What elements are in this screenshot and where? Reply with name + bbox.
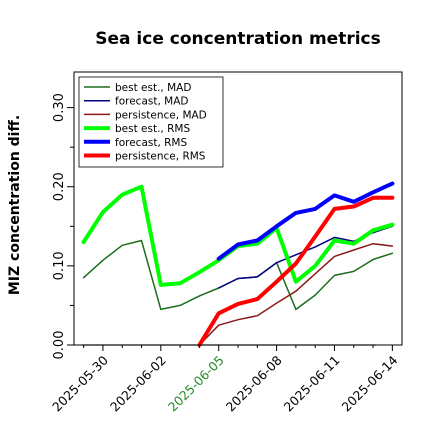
legend-label-1: best est., MAD (115, 82, 191, 94)
series-line-5 (216, 181, 395, 261)
y-tick-label-1: 0.00 (52, 331, 67, 360)
x-tick-label-5: 2025-06-11 (281, 353, 343, 415)
x-tick-label-3: 2025-06-05 (165, 353, 227, 415)
plot-area (81, 181, 395, 347)
legend-label-6: persistence, RMS (115, 151, 206, 163)
x-tick-label-6: 2025-06-14 (338, 352, 400, 414)
legend-label-5: forecast, RMS (115, 137, 187, 149)
x-tick-label-1: 2025-05-30 (49, 352, 111, 414)
y-tick-label-4: 0.30 (52, 93, 67, 122)
y-tick-label-3: 0.20 (52, 172, 67, 201)
series-line-1 (82, 239, 394, 311)
y-axis-label: MIZ concentration diff. (7, 115, 23, 295)
series-line-3 (198, 242, 394, 346)
legend-label-4: best est., RMS (115, 123, 190, 135)
chart-title: Sea ice concentration metrics (95, 29, 381, 49)
legend-label-3: persistence, MAD (115, 109, 207, 121)
y-tick-label-2: 0.10 (52, 251, 67, 280)
x-tick-label-2: 2025-06-02 (107, 353, 169, 415)
series-line-4 (81, 184, 395, 287)
legend-box (78, 76, 224, 168)
x-tick-label-4: 2025-06-08 (223, 352, 285, 414)
legend-label-2: forecast, MAD (115, 96, 188, 108)
series-line-6 (197, 195, 395, 347)
